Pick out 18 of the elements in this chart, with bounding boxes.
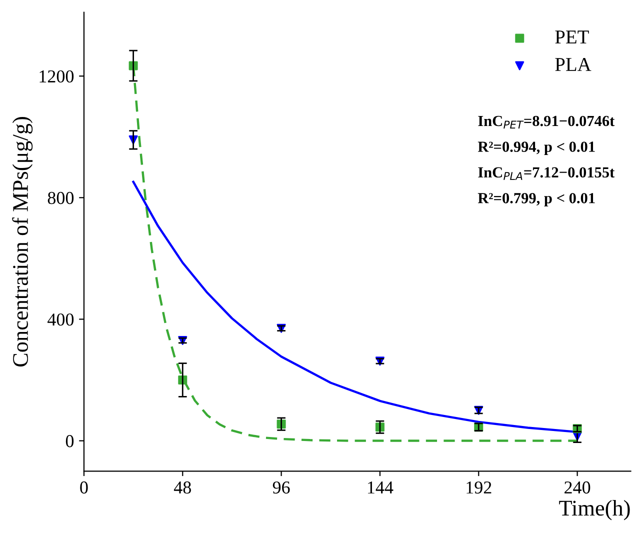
annotation: InC$_{PLA}$=7.12−0.0155t	[478, 167, 615, 180]
legend-label: PLA	[555, 58, 592, 71]
x-axis-title: Time(h)	[559, 500, 630, 520]
x-tick-label: 240	[564, 481, 590, 494]
legend-label: PET	[555, 30, 589, 44]
x-tick-label: 48	[174, 481, 191, 494]
y-axis-title: Concentration of MPs(μg/g)	[12, 117, 33, 366]
y-tick-label: 1200	[40, 70, 74, 83]
x-tick-label: 96	[272, 481, 290, 494]
x-tick-label: 144	[368, 482, 394, 494]
y-tick-label: 400	[48, 313, 74, 326]
y-tick-label: 0	[66, 435, 74, 448]
y-tick-label: 800	[48, 192, 74, 204]
annotation: InC$_{PET}$=8.91−0.0746t	[478, 116, 615, 128]
x-tick-label: 0	[80, 481, 88, 494]
annotation: R²=0.994, p < 0.01	[478, 142, 595, 156]
x-tick-label: 192	[466, 481, 492, 494]
annotation: R²=0.799, p < 0.01	[478, 193, 595, 206]
